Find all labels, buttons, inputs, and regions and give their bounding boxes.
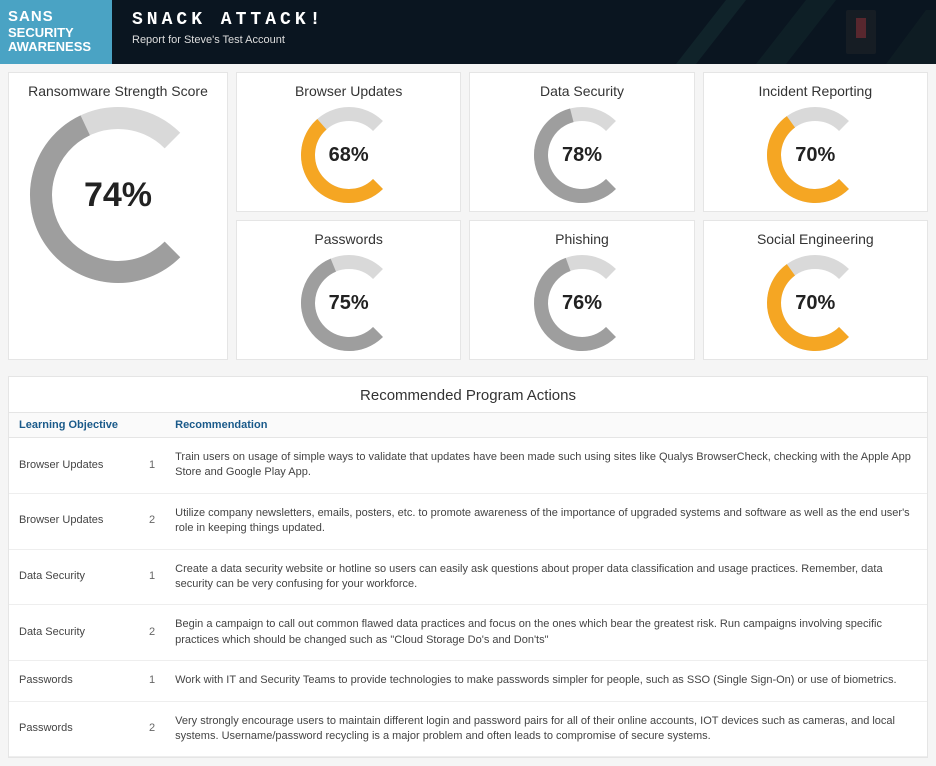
recommended-actions-panel: Recommended Program Actions Learning Obj… — [8, 376, 928, 758]
table-row: Browser Updates2Utilize company newslett… — [9, 493, 927, 549]
gauge-title: Phishing — [555, 231, 609, 247]
report-subtitle: Report for Steve's Test Account — [132, 34, 324, 46]
table-row: Passwords2Very strongly encourage users … — [9, 701, 927, 757]
cell-objective: Browser Updates — [9, 493, 139, 549]
table-row: Passwords1Work with IT and Security Team… — [9, 661, 927, 701]
gauge: 78% — [532, 105, 632, 205]
gauge-title: Browser Updates — [295, 83, 402, 99]
actions-tbody: Browser Updates1Train users on usage of … — [9, 438, 927, 757]
main-gauge: 74% — [28, 105, 208, 285]
gauge: 70% — [765, 105, 865, 205]
gauge-title: Passwords — [314, 231, 382, 247]
gauge-title: Incident Reporting — [759, 83, 873, 99]
gauge-card-phishing: Phishing 76% — [469, 220, 694, 360]
logo-line-1: SANS — [8, 9, 104, 26]
cell-objective: Browser Updates — [9, 438, 139, 494]
cell-recommendation: Begin a campaign to call out common flaw… — [165, 605, 927, 661]
main-score-card: Ransomware Strength Score 74% — [8, 72, 228, 360]
col-header-num — [139, 413, 165, 438]
header-decoration — [636, 0, 936, 64]
gauge-card-data-security: Data Security 78% — [469, 72, 694, 212]
main-gauge-value: 74% — [84, 176, 152, 215]
cell-recommendation: Create a data security website or hotlin… — [165, 549, 927, 605]
cell-num: 2 — [139, 605, 165, 661]
main-score-title: Ransomware Strength Score — [28, 83, 208, 99]
gauge-value: 68% — [329, 144, 369, 167]
actions-table: Learning Objective Recommendation Browse… — [9, 412, 927, 757]
actions-heading: Recommended Program Actions — [9, 377, 927, 412]
cell-num: 1 — [139, 438, 165, 494]
gauge-value: 70% — [795, 144, 835, 167]
gauge-title: Social Engineering — [757, 231, 874, 247]
gauge-card-browser-updates: Browser Updates 68% — [236, 72, 461, 212]
cell-recommendation: Utilize company newsletters, emails, pos… — [165, 493, 927, 549]
gauge: 70% — [765, 253, 865, 353]
cell-num: 1 — [139, 549, 165, 605]
gauge-title: Data Security — [540, 83, 624, 99]
gauge: 68% — [299, 105, 399, 205]
gauge-value: 78% — [562, 144, 602, 167]
logo-line-3: AWARENESS — [8, 40, 104, 54]
cell-objective: Passwords — [9, 661, 139, 701]
sans-logo: SANS SECURITY AWARENESS — [0, 0, 112, 64]
cell-num: 2 — [139, 493, 165, 549]
table-row: Data Security1Create a data security web… — [9, 549, 927, 605]
table-row: Data Security2Begin a campaign to call o… — [9, 605, 927, 661]
gauge-card-social-engineering: Social Engineering 70% — [703, 220, 928, 360]
cell-objective: Data Security — [9, 549, 139, 605]
cell-recommendation: Work with IT and Security Teams to provi… — [165, 661, 927, 701]
cell-objective: Passwords — [9, 701, 139, 757]
gauge-value: 70% — [795, 292, 835, 315]
cell-num: 1 — [139, 661, 165, 701]
gauge: 75% — [299, 253, 399, 353]
gauge-card-incident-reporting: Incident Reporting 70% — [703, 72, 928, 212]
header-text: SNACK ATTACK! Report for Steve's Test Ac… — [112, 0, 344, 64]
cell-num: 2 — [139, 701, 165, 757]
gauge-value: 75% — [329, 292, 369, 315]
cell-recommendation: Very strongly encourage users to maintai… — [165, 701, 927, 757]
col-header-recommendation: Recommendation — [165, 413, 927, 438]
report-title: SNACK ATTACK! — [132, 10, 324, 30]
col-header-objective: Learning Objective — [9, 413, 139, 438]
report-header: SANS SECURITY AWARENESS SNACK ATTACK! Re… — [0, 0, 936, 64]
gauge-value: 76% — [562, 292, 602, 315]
gauge-card-passwords: Passwords 75% — [236, 220, 461, 360]
gauge: 76% — [532, 253, 632, 353]
table-row: Browser Updates1Train users on usage of … — [9, 438, 927, 494]
cell-objective: Data Security — [9, 605, 139, 661]
cell-recommendation: Train users on usage of simple ways to v… — [165, 438, 927, 494]
logo-line-2: SECURITY — [8, 26, 104, 40]
gauge-dashboard: Ransomware Strength Score 74% Browser Up… — [0, 64, 936, 368]
